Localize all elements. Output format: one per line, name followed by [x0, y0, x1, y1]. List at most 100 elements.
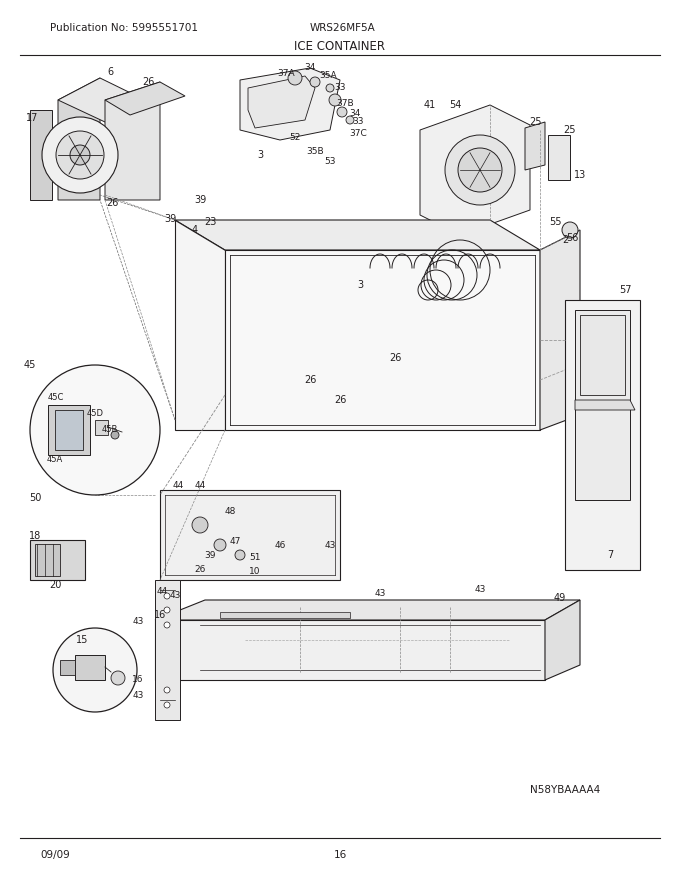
Circle shape	[164, 622, 170, 628]
Circle shape	[310, 77, 320, 87]
Text: 44: 44	[172, 481, 184, 490]
Circle shape	[164, 702, 170, 708]
Text: 45: 45	[24, 360, 36, 370]
Text: 44: 44	[194, 481, 205, 490]
Text: 41: 41	[424, 100, 436, 110]
Polygon shape	[175, 220, 540, 250]
Polygon shape	[525, 122, 545, 170]
Polygon shape	[35, 544, 60, 576]
Polygon shape	[575, 400, 635, 410]
Text: 23: 23	[204, 217, 216, 227]
Text: 53: 53	[324, 158, 336, 166]
Polygon shape	[105, 82, 185, 115]
Polygon shape	[48, 405, 90, 455]
Polygon shape	[248, 76, 315, 128]
Circle shape	[111, 671, 125, 685]
Text: 44: 44	[156, 588, 168, 597]
Polygon shape	[175, 220, 225, 430]
Text: 46: 46	[274, 540, 286, 549]
Text: 35B: 35B	[306, 148, 324, 157]
Text: 25: 25	[564, 125, 576, 135]
Text: 16: 16	[154, 610, 166, 620]
Text: 2: 2	[562, 235, 568, 245]
Text: 16: 16	[333, 850, 347, 860]
Text: N58YBAAAA4: N58YBAAAA4	[530, 785, 600, 795]
Polygon shape	[545, 600, 580, 680]
Text: 48: 48	[224, 508, 236, 517]
Circle shape	[56, 131, 104, 179]
Text: 26: 26	[194, 566, 205, 575]
Polygon shape	[30, 540, 85, 580]
Circle shape	[164, 607, 170, 613]
Polygon shape	[220, 612, 350, 618]
Text: 34: 34	[305, 63, 316, 72]
Text: 35A: 35A	[319, 71, 337, 80]
Text: 20: 20	[49, 580, 61, 590]
Circle shape	[288, 71, 302, 85]
Text: 56: 56	[566, 233, 578, 243]
Text: 45C: 45C	[48, 393, 64, 402]
Circle shape	[164, 593, 170, 599]
Circle shape	[70, 145, 90, 165]
Text: 33: 33	[352, 118, 364, 127]
Circle shape	[346, 116, 354, 124]
Circle shape	[562, 222, 578, 238]
Polygon shape	[540, 230, 580, 430]
Polygon shape	[160, 490, 340, 580]
Polygon shape	[95, 420, 108, 435]
Text: 6: 6	[107, 67, 113, 77]
Text: 55: 55	[549, 217, 561, 227]
Polygon shape	[565, 300, 640, 570]
Text: ICE CONTAINER: ICE CONTAINER	[294, 40, 386, 53]
Text: 37C: 37C	[349, 128, 367, 137]
Text: 17: 17	[26, 113, 38, 123]
Circle shape	[111, 431, 119, 439]
Text: 43: 43	[133, 691, 143, 700]
Circle shape	[42, 117, 118, 193]
Text: 57: 57	[619, 285, 631, 295]
Polygon shape	[58, 78, 100, 200]
Text: 26: 26	[389, 353, 401, 363]
Circle shape	[445, 135, 515, 205]
Polygon shape	[55, 410, 83, 450]
Text: 37A: 37A	[277, 70, 295, 78]
Circle shape	[458, 148, 502, 192]
Polygon shape	[420, 105, 530, 235]
Text: 16: 16	[132, 676, 143, 685]
Polygon shape	[60, 660, 75, 675]
Text: 26: 26	[334, 395, 346, 405]
Circle shape	[53, 628, 137, 712]
Text: 43: 43	[133, 618, 143, 627]
Polygon shape	[75, 655, 105, 680]
Text: Publication No: 5995551701: Publication No: 5995551701	[50, 23, 198, 33]
Circle shape	[329, 94, 341, 106]
Text: 43: 43	[324, 540, 336, 549]
Circle shape	[326, 84, 334, 92]
Text: 15: 15	[75, 635, 88, 645]
Circle shape	[192, 517, 208, 533]
Text: 13: 13	[574, 170, 586, 180]
Text: 45B: 45B	[102, 426, 118, 435]
Text: 39: 39	[164, 214, 176, 224]
Text: 43: 43	[374, 590, 386, 598]
Text: 3: 3	[257, 150, 263, 160]
Polygon shape	[240, 68, 340, 140]
Text: 52: 52	[289, 134, 301, 143]
Text: 34: 34	[350, 108, 360, 118]
Text: 50: 50	[29, 493, 41, 503]
Polygon shape	[548, 135, 570, 180]
Text: 26: 26	[106, 198, 118, 208]
Text: 54: 54	[449, 100, 461, 110]
Polygon shape	[58, 78, 145, 122]
Circle shape	[30, 365, 160, 495]
Text: 37B: 37B	[336, 99, 354, 107]
Polygon shape	[155, 620, 545, 680]
Text: 43: 43	[169, 591, 181, 600]
Text: 3: 3	[357, 280, 363, 290]
Polygon shape	[30, 110, 52, 200]
Text: 43: 43	[475, 585, 486, 595]
Text: 39: 39	[204, 551, 216, 560]
Polygon shape	[155, 580, 180, 720]
Text: 26: 26	[304, 375, 316, 385]
Text: 45A: 45A	[47, 456, 63, 465]
